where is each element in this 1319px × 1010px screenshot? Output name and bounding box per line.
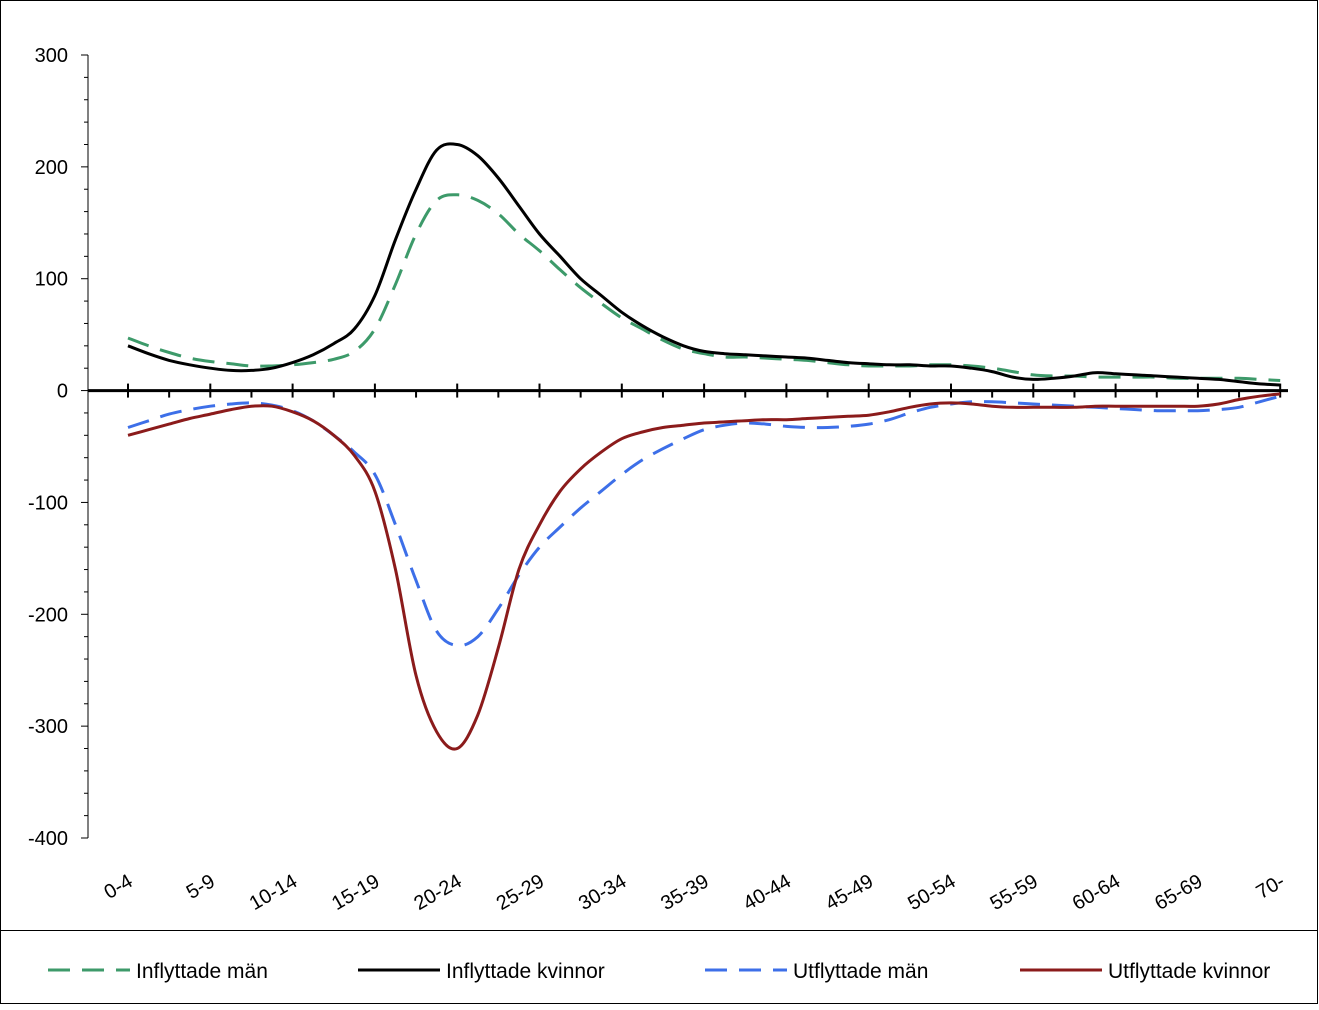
y-tick-label: -400: [28, 828, 68, 850]
y-tick-label: -200: [28, 604, 68, 626]
legend-label-inflyttade-man: Inflyttade män: [136, 960, 268, 983]
y-tick-label: 200: [35, 157, 68, 179]
series-line-utflyttade-kvinnor: [127, 392, 1281, 751]
series-line-inflyttade-man: [127, 193, 1281, 382]
y-tick-label: 100: [35, 269, 68, 291]
y-axis: 300 200 100 0 -100 -200 -300 -400: [28, 45, 89, 850]
y-tick-label: 300: [35, 45, 68, 67]
series-layer: [127, 142, 1281, 751]
legend-label-inflyttade-kvinnor: Inflyttade kvinnor: [446, 960, 605, 983]
y-tick-label: 0: [57, 381, 68, 403]
y-tick-label: -300: [28, 716, 68, 738]
y-tick-label: -100: [28, 492, 68, 514]
legend-label-utflyttade-kvinnor: Utflyttade kvinnor: [1108, 960, 1270, 983]
legend-label-utflyttade-man: Utflyttade män: [793, 960, 928, 983]
series-line-inflyttade-kvinnor: [127, 142, 1281, 387]
legend: Inflyttade män Inflyttade kvinnor Utflytta…: [48, 960, 1270, 983]
